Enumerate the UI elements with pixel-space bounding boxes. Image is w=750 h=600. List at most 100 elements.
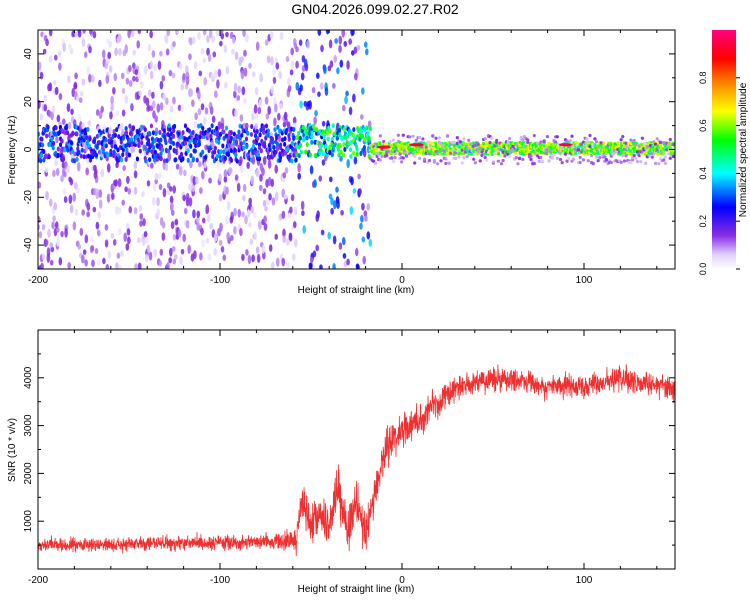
- spectrogram-cell: [86, 202, 91, 212]
- spectrogram-cell: [338, 45, 342, 53]
- spectrogram-cell: [236, 182, 241, 193]
- spectrogram-cell: [127, 236, 131, 245]
- spectrogram-cell: [151, 130, 156, 136]
- spectrogram-cell: [578, 155, 582, 160]
- spectrogram-cell: [46, 253, 51, 263]
- spectrogram-cell: [449, 151, 453, 155]
- spectrogram-cell: [188, 197, 193, 207]
- spectrogram-cell: [602, 141, 606, 145]
- spectrogram-cell: [229, 216, 234, 224]
- spectrogram-cell: [326, 136, 330, 142]
- spectrogram-cell: [104, 143, 108, 149]
- spectrogram-cell: [172, 185, 177, 194]
- spectrogram-cell: [309, 165, 314, 175]
- spectrogram-cell: [268, 193, 272, 201]
- spectrogram-cell: [346, 158, 350, 169]
- spectrogram-cell: [290, 194, 295, 202]
- spectrogram-cell: [219, 222, 223, 232]
- spectrogram-cell: [152, 100, 156, 109]
- spectrogram-cell: [300, 72, 305, 81]
- spectrogram-cell: [517, 156, 522, 161]
- colorbar: 0.0 0.2 0.4 0.6 0.8 Normalized spectral ampl…: [698, 30, 749, 275]
- spectrogram-cell: [210, 72, 215, 82]
- spectrogram-cell: [186, 157, 190, 163]
- spectrogram-cell: [531, 152, 535, 156]
- spectrogram-cell: [198, 70, 203, 77]
- spectrogram-cell: [532, 133, 536, 138]
- spectrogram-cell: [47, 228, 51, 238]
- spectrogram-cell: [622, 147, 627, 151]
- spectrogram-cell: [261, 167, 265, 176]
- spectrogram-cell: [67, 121, 72, 130]
- spectrogram-cell: [334, 38, 338, 44]
- spectrogram-cell: [175, 30, 179, 36]
- spectrogram-cell: [360, 134, 365, 140]
- spectrogram-cell: [199, 252, 203, 261]
- spectrogram-cell: [84, 259, 88, 267]
- spectrogram-cell: [352, 127, 356, 133]
- spectrogram-cell: [442, 143, 446, 147]
- spectrogram-cell: [585, 146, 589, 150]
- spectrogram-cell: [272, 76, 277, 84]
- spectrogram-cell: [285, 56, 290, 63]
- spectrogram-cell: [145, 236, 149, 244]
- spectrogram-cell: [201, 125, 205, 131]
- spectrogram-cell: [223, 45, 228, 53]
- spectrogram-cell: [107, 51, 112, 60]
- spectrogram-cell: [354, 144, 359, 150]
- spectrogram-cell: [255, 246, 260, 254]
- spectrogram-cell: [263, 215, 267, 224]
- spectrogram-cell: [39, 113, 44, 121]
- spectrogram-cell: [348, 38, 352, 45]
- spectrogram-cell: [213, 149, 217, 155]
- spectrogram-cell: [133, 160, 138, 170]
- spectrogram-cell: [256, 135, 260, 141]
- spectrogram-cell: [257, 156, 262, 162]
- colorbar-tick-label: 0.8: [698, 72, 708, 85]
- spectrogram-cell: [208, 30, 213, 39]
- spectrogram-cell: [137, 237, 141, 244]
- snr-series-line: [38, 364, 675, 557]
- spectrogram-cell: [54, 125, 58, 131]
- spectrogram-cell: [117, 178, 122, 188]
- spectrogram-cell: [177, 229, 182, 238]
- spectrogram-cell: [171, 72, 176, 79]
- spectrogram-cell: [299, 149, 303, 155]
- spectrogram-cell: [56, 240, 60, 247]
- spectrogram-cell: [249, 238, 254, 245]
- spectrogram-cell: [639, 160, 643, 164]
- spectrogram-cell: [633, 146, 637, 150]
- spectrogram-cell: [353, 156, 358, 165]
- spectrogram-cell: [293, 238, 298, 248]
- spectrogram-cell: [637, 144, 641, 149]
- spectrogram-cell: [320, 44, 324, 53]
- spectrogram-cell: [135, 156, 140, 162]
- spectrogram-cell: [305, 135, 309, 141]
- spectrogram-cell: [292, 136, 296, 142]
- spectrogram-cell: [95, 144, 99, 150]
- spectrogram-cell: [215, 125, 219, 131]
- spectrogram-cell: [305, 142, 309, 148]
- spectrogram-cell: [378, 134, 382, 138]
- spectrogram-cell: [596, 159, 600, 163]
- y-tick-label: 4000: [23, 366, 34, 389]
- spectrogram-cell: [180, 248, 185, 255]
- spectrogram-cell: [81, 78, 86, 86]
- spectrogram-cell: [146, 244, 151, 253]
- spectrogram-cell: [81, 209, 85, 216]
- spectrogram-cell: [672, 151, 675, 156]
- spectrogram-cell: [652, 152, 656, 156]
- colorbar-tick-label: 0.6: [698, 119, 708, 132]
- spectrogram-cell: [233, 82, 238, 93]
- spectrogram-cell: [94, 248, 99, 255]
- spectrogram-cell: [133, 186, 138, 195]
- spectrogram-cell: [396, 133, 400, 137]
- spectrogram-cell: [60, 230, 64, 238]
- spectrogram-cell: [160, 147, 165, 153]
- spectrogram-cell: [328, 128, 332, 134]
- spectrogram-cell: [300, 200, 305, 211]
- spectrogram-cell: [501, 150, 505, 154]
- spectrogram-cell: [69, 140, 73, 146]
- spectrogram-cell: [68, 194, 73, 205]
- spectrogram-cell: [50, 136, 54, 142]
